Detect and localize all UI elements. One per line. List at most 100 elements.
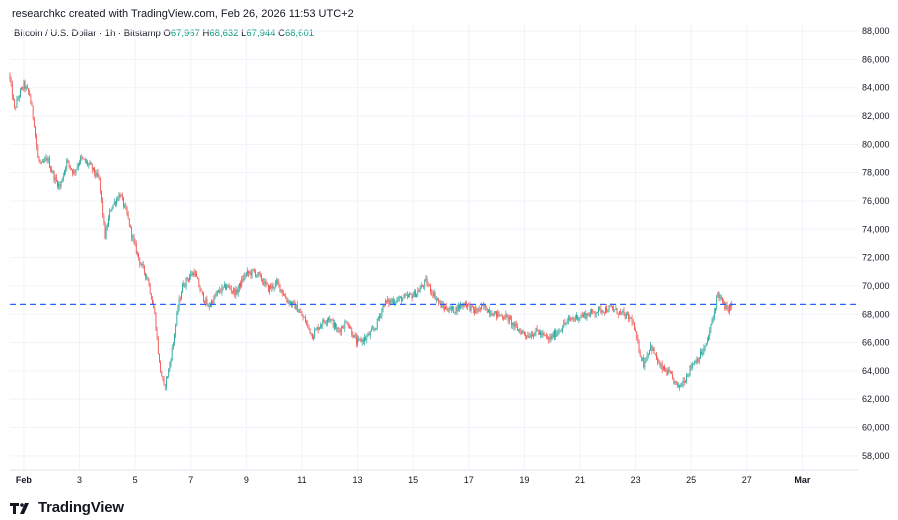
candle-body [386,300,387,302]
candle-body [639,352,641,357]
time-tick-label: 23 [631,475,641,485]
candle-body [490,313,492,315]
candle-body [135,243,137,254]
candle-body [55,177,57,181]
candle-body [77,165,79,167]
candle-body [276,280,277,283]
candle-body [29,92,31,96]
candle-body [98,176,100,178]
candle-body [208,305,210,307]
candle-body [662,366,664,370]
candle-body [113,201,115,205]
candle-body [278,281,280,284]
candle-body [535,328,537,334]
candle-body [15,106,17,108]
price-axis[interactable]: 88,000 86,000 84,000 82,000 80,000 78,000 76,0… [862,26,890,461]
candle-body [682,380,684,385]
candle-body [48,158,50,168]
candle-body [183,283,185,287]
candle-body [338,330,340,332]
candle-body [190,273,192,277]
candle-body [154,308,156,313]
candle-body [245,273,247,276]
candle-body [198,279,200,287]
candle-body [391,300,393,302]
candle-body [269,285,270,292]
candle-body [481,305,482,310]
candle-body [543,333,545,335]
candle-body [216,290,218,294]
candle-body [270,285,272,289]
candle-body [262,280,263,282]
candle-body [307,323,309,325]
candle-body [642,357,643,359]
candle-body [565,322,567,324]
candle-body [417,290,419,294]
candle-body [53,171,55,181]
candle-body [69,165,71,169]
candle-body [260,274,262,281]
candle-body [652,348,654,351]
candle-body [552,334,554,338]
candle-body [330,319,332,321]
candle-body [389,300,391,304]
candle-body [274,282,276,288]
candle-body [447,309,449,312]
candle-body [223,284,225,287]
candle-body [311,333,313,340]
price-chart[interactable]: 88,000 86,000 84,000 82,000 80,000 78,000 76,0… [0,0,898,495]
candle-body [726,305,728,308]
candle-body [301,312,303,317]
candle-body [403,295,405,299]
candle-body [477,310,479,312]
candle-body [13,97,14,100]
candle-body [37,146,39,158]
candle-body [61,180,63,182]
candle-body [522,331,524,333]
candle-body [510,316,511,319]
candle-body [485,305,487,311]
candle-body [616,308,618,314]
candle-body [399,297,401,298]
candle-body [110,210,112,212]
candle-body [89,162,91,165]
candle-body [493,312,495,317]
price-tick-label: 58,000 [862,451,890,461]
candle-body [321,325,323,327]
candle-body [167,376,168,378]
candle-body [171,347,173,361]
candle-body [233,288,234,292]
candle-body [589,312,591,317]
candle-body [320,325,321,328]
time-axis[interactable]: Feb 3 5 7 9 11 13 15 17 19 21 23 25 27 Mar [10,469,858,485]
candle-body [719,296,721,299]
candle-body [76,166,78,170]
candle-body [97,172,99,177]
candle-body [60,181,62,187]
candle-body [521,331,523,335]
candle-body [153,303,155,309]
candle-body [435,298,437,300]
candle-body [534,333,536,336]
candle-body [656,353,657,360]
candle-body [453,306,455,313]
candle-body [221,286,223,293]
candle-body [476,308,478,311]
candle-body [322,319,324,326]
candle-body [390,300,392,302]
candle-body [562,328,563,331]
candle-body [630,317,632,319]
candle-body [133,236,135,242]
time-tick-label: 9 [244,475,249,485]
candle-body [59,184,61,187]
candle-body [668,369,670,373]
candle-body [317,327,319,330]
candle-body [723,301,725,303]
candle-body [716,296,718,309]
candle-body [273,287,275,288]
candle-body [84,159,86,163]
candle-body [508,316,510,322]
candle-body [197,277,199,280]
price-tick-label: 68,000 [862,309,890,319]
candle-body [559,330,561,332]
